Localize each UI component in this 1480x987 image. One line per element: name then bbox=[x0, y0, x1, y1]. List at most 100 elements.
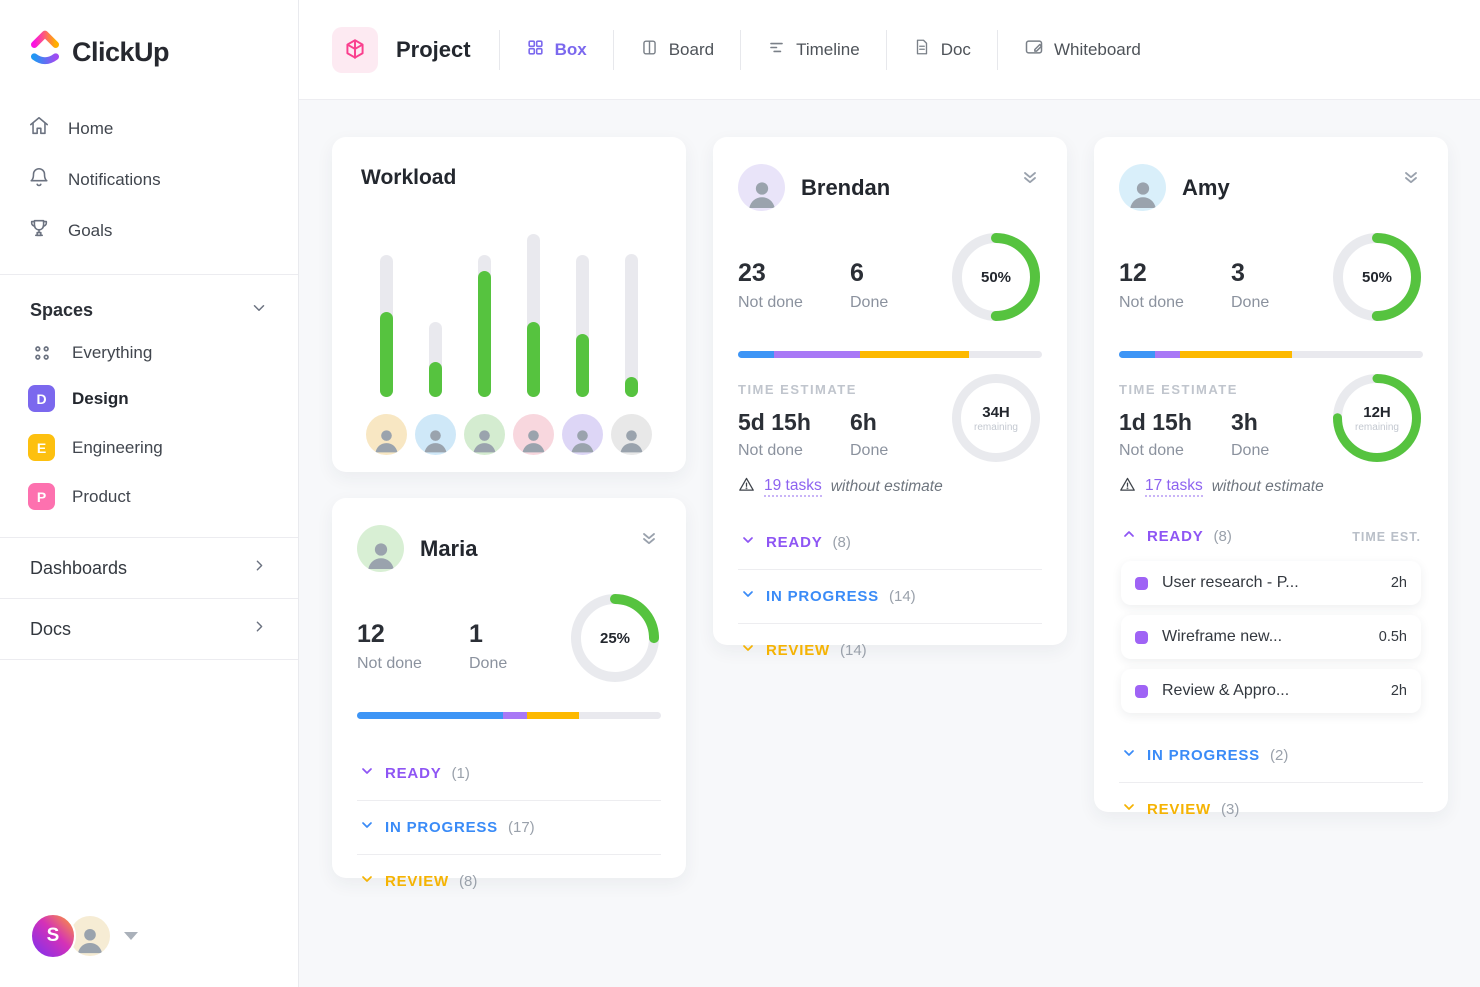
sidebar-item-everything[interactable]: Everything bbox=[0, 332, 298, 374]
time-estimate-block: TIME ESTIMATE 1d 15h Not done 3h Done 12H r… bbox=[1119, 374, 1423, 498]
box-grid-icon bbox=[526, 38, 545, 62]
workspace-avatar[interactable]: S bbox=[30, 913, 76, 959]
progress-segment bbox=[738, 351, 775, 358]
divider bbox=[0, 274, 298, 275]
tab-label: Box bbox=[554, 39, 587, 59]
tab-board[interactable]: Board bbox=[612, 29, 740, 70]
section-review[interactable]: REVIEW (14) bbox=[738, 623, 1042, 677]
sidebar-item-home[interactable]: Home bbox=[0, 103, 298, 154]
tab-label: Whiteboard bbox=[1053, 39, 1141, 59]
tasks-without-estimate-link[interactable]: 17 tasks bbox=[1145, 477, 1203, 497]
sidebar-item-notifications[interactable]: Notifications bbox=[0, 154, 298, 205]
tasks-without-estimate-link[interactable]: 19 tasks bbox=[764, 477, 822, 497]
progress-segment bbox=[502, 712, 528, 719]
time-estimate-block: TIME ESTIMATE 5d 15h Not done 6h Done 34H r… bbox=[738, 374, 1042, 498]
not-done-label: Not done bbox=[738, 293, 803, 311]
double-chevron-down-icon[interactable] bbox=[639, 529, 659, 554]
workload-card: Workload bbox=[332, 137, 686, 472]
sidebar-item-label: Dashboards bbox=[30, 557, 128, 578]
spaces-title: Spaces bbox=[30, 300, 94, 320]
user-menu[interactable]: S bbox=[30, 913, 138, 959]
task-row[interactable]: Wireframe new... 0.5h bbox=[1121, 615, 1421, 659]
avatar bbox=[357, 525, 404, 572]
tab-label: Board bbox=[668, 39, 715, 59]
section-count: (3) bbox=[1220, 801, 1240, 818]
avatar bbox=[562, 414, 604, 455]
workload-capacity-bar bbox=[527, 234, 541, 397]
topbar: Project Box Board Timeline Doc Whiteboar… bbox=[299, 0, 1480, 100]
progress-segment bbox=[357, 712, 503, 719]
clickup-logo[interactable]: ClickUp bbox=[0, 0, 298, 75]
tab-doc[interactable]: Doc bbox=[885, 29, 997, 70]
status-dot bbox=[1135, 684, 1148, 698]
workload-capacity-bar bbox=[576, 255, 590, 397]
workload-capacity-bar bbox=[625, 254, 639, 397]
tab-whiteboard[interactable]: Whiteboard bbox=[996, 29, 1167, 70]
section-in-progress[interactable]: IN PROGRESS (2) bbox=[1119, 729, 1423, 782]
progress-segment bbox=[1119, 351, 1156, 358]
section-label: IN PROGRESS bbox=[766, 588, 879, 605]
tasks-without-estimate-text: without estimate bbox=[830, 478, 943, 495]
estimate-not-done: 5d 15h bbox=[738, 409, 811, 435]
avatar bbox=[1119, 164, 1166, 211]
workload-bar-column bbox=[562, 232, 604, 469]
not-done-label: Not done bbox=[738, 442, 803, 459]
sidebar-item-product[interactable]: P Product bbox=[0, 472, 298, 521]
chevron-down-icon bbox=[740, 586, 756, 607]
tab-box[interactable]: Box bbox=[498, 29, 613, 70]
timeline-icon bbox=[767, 38, 786, 62]
workload-capacity-bar bbox=[477, 255, 491, 397]
section-count: (8) bbox=[1213, 528, 1232, 545]
tab-timeline[interactable]: Timeline bbox=[740, 29, 886, 70]
completion-percent: 25% bbox=[599, 629, 631, 647]
chevron-down-icon bbox=[359, 817, 375, 838]
done-count: 1 bbox=[469, 619, 483, 648]
section-ready[interactable]: READY (8) bbox=[738, 516, 1042, 569]
doc-icon bbox=[913, 38, 931, 61]
avatar bbox=[611, 414, 653, 455]
section-count: (2) bbox=[1270, 747, 1289, 764]
section-ready[interactable]: READY (1) bbox=[357, 747, 661, 800]
sidebar: ClickUp Home Notifications Goals Spaces … bbox=[0, 0, 299, 987]
sidebar-nav: Home Notifications Goals bbox=[0, 75, 298, 274]
caret-down-icon[interactable] bbox=[124, 932, 138, 940]
sidebar-item-design[interactable]: D Design bbox=[0, 374, 298, 423]
sidebar-item-label: Goals bbox=[68, 220, 113, 240]
workload-bar-column bbox=[611, 232, 653, 469]
not-done-count: 12 bbox=[357, 619, 385, 648]
sidebar-item-engineering[interactable]: E Engineering bbox=[0, 423, 298, 472]
space-badge-engineering: E bbox=[28, 434, 55, 461]
section-review[interactable]: REVIEW (8) bbox=[357, 854, 661, 908]
not-done-label: Not done bbox=[1119, 442, 1184, 459]
chevron-down-icon[interactable] bbox=[250, 299, 268, 322]
project-icon bbox=[332, 26, 378, 73]
chevron-down-icon bbox=[1121, 799, 1137, 820]
section-count: (14) bbox=[839, 642, 867, 659]
time-est-column-header: TIME EST. bbox=[1352, 529, 1421, 544]
double-chevron-down-icon[interactable] bbox=[1401, 168, 1421, 193]
workload-title: Workload bbox=[361, 166, 457, 189]
section-review[interactable]: REVIEW (3) bbox=[1119, 782, 1423, 836]
sidebar-item-goals[interactable]: Goals bbox=[0, 205, 298, 256]
done-label: Done bbox=[469, 654, 508, 672]
time-estimate-header: TIME ESTIMATE bbox=[738, 382, 857, 397]
status-progress-bar bbox=[357, 712, 661, 719]
sidebar-item-dashboards[interactable]: Dashboards bbox=[0, 538, 298, 598]
workload-capacity-bar bbox=[379, 255, 393, 397]
space-badge-design: D bbox=[28, 385, 55, 412]
sidebar-item-docs[interactable]: Docs bbox=[0, 599, 298, 659]
member-name: Amy bbox=[1182, 174, 1230, 200]
section-in-progress[interactable]: IN PROGRESS (14) bbox=[738, 569, 1042, 623]
task-row[interactable]: User research - P... 2h bbox=[1121, 561, 1421, 605]
workload-chart bbox=[357, 198, 661, 469]
section-count: (8) bbox=[832, 534, 851, 551]
double-chevron-down-icon[interactable] bbox=[1020, 168, 1040, 193]
main-area: Project Box Board Timeline Doc Whiteboar… bbox=[299, 0, 1480, 987]
section-in-progress[interactable]: IN PROGRESS (17) bbox=[357, 800, 661, 854]
section-ready[interactable]: READY (8) TIME EST. bbox=[1119, 510, 1423, 559]
task-row[interactable]: Review & Appro... 2h bbox=[1121, 669, 1421, 713]
chevron-down-icon bbox=[359, 763, 375, 784]
spaces-header[interactable]: Spaces bbox=[0, 275, 298, 332]
bell-icon bbox=[28, 166, 50, 193]
